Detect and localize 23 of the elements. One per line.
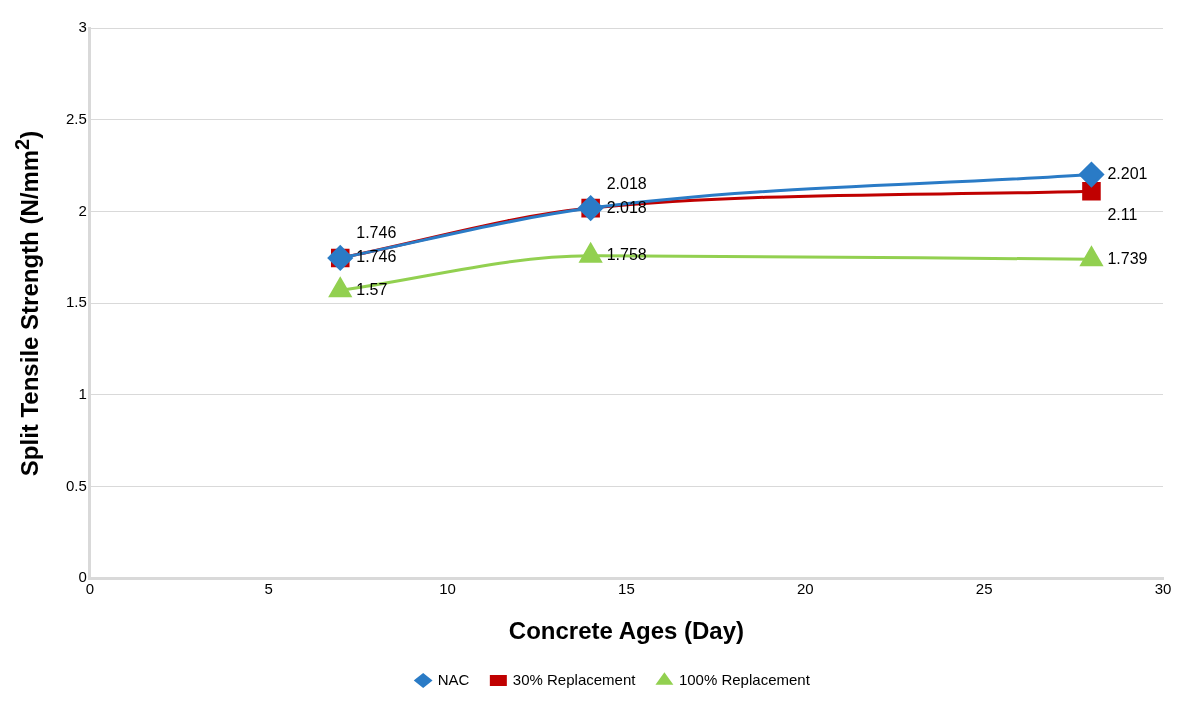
- y-tick-label: 2: [78, 201, 87, 219]
- data-label: 1.746: [356, 248, 397, 266]
- y-tick-label: 1.5: [65, 293, 87, 311]
- data-label: 2.018: [606, 174, 647, 192]
- x-tick-label: 20: [796, 580, 814, 598]
- y-tick-label: 3: [78, 18, 87, 36]
- y-tick-label: 0.5: [65, 476, 87, 494]
- x-tick-label: 5: [264, 580, 273, 598]
- y-tick-label: 2.5: [65, 109, 87, 127]
- legend-label: NAC: [437, 670, 470, 688]
- x-tick-label: 25: [975, 580, 993, 598]
- data-label: 2.11: [1107, 205, 1138, 223]
- x-tick-label: 15: [618, 580, 635, 598]
- x-tick-label: 10: [439, 580, 456, 598]
- legend-label: 30% Replacement: [512, 670, 637, 688]
- y-tick-label: 0: [78, 568, 87, 586]
- x-axis-title: Concrete Ages (Day): [508, 617, 745, 645]
- data-label: 1.746: [356, 224, 397, 242]
- y-tick-label: 1: [78, 384, 87, 402]
- data-label: 2.201: [1107, 164, 1148, 182]
- data-label: 1.739: [1107, 249, 1148, 267]
- legend-label: 100% Replacement: [678, 670, 811, 688]
- x-tick-label: 30: [1154, 580, 1172, 598]
